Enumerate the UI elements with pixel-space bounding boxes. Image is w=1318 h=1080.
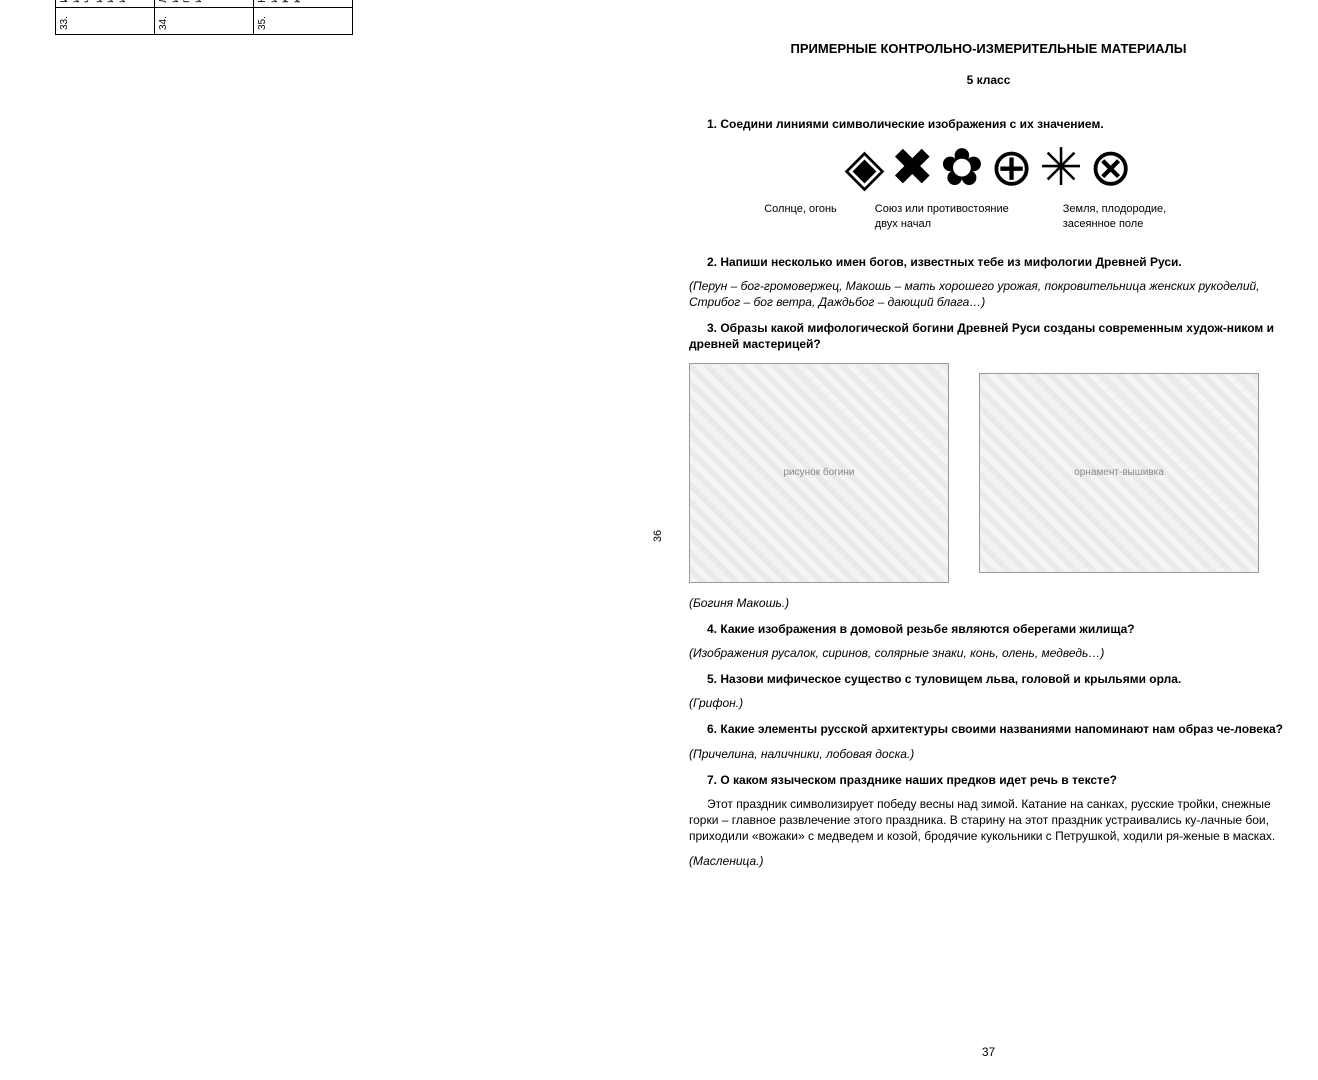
task-4-answer: (Изображения русалок, сиринов, солярные … <box>689 645 1288 661</box>
page-subtitle: 5 класс <box>689 72 1288 88</box>
right-page: ПРИМЕРНЫЕ КОНТРОЛЬНО-ИЗМЕРИТЕЛЬНЫЕ МАТЕР… <box>659 0 1318 1080</box>
task-1-text: 1. Соедини линиями символические изображ… <box>707 117 1104 131</box>
table-row: 34.Личность ху-дожника и мир его времени… <box>155 0 254 35</box>
symbol-1: ◈ <box>845 142 885 194</box>
goddess-image: рисунок богини <box>689 363 949 583</box>
cell-topic: История искус-ства и история человечеств… <box>56 0 155 7</box>
label-c: Земля, плодородие, засеянное поле <box>1063 202 1213 232</box>
symbol-2: ✖ <box>891 142 935 194</box>
label-b: Союз или противостояние двух начал <box>875 202 1025 232</box>
task-4-text: 4. Какие изображения в домовой резьбе яв… <box>707 622 1135 636</box>
task-2: 2. Напиши несколько имен богов, известны… <box>689 254 1288 270</box>
cell-num: 33. <box>56 7 155 34</box>
task-3-images: рисунок богини орнамент-вышивка <box>689 363 1288 583</box>
page-number: 37 <box>659 1044 1318 1060</box>
task-3: 3. Образы какой мифологической богини Др… <box>689 320 1288 352</box>
page-title: ПРИМЕРНЫЕ КОНТРОЛЬНО-ИЗМЕРИТЕЛЬНЫЕ МАТЕР… <box>689 40 1288 58</box>
label-a: Солнце, огонь <box>764 202 837 232</box>
task-6-answer: (Причелина, наличники, лобовая доска.) <box>689 746 1288 762</box>
task-5-text: 5. Назови мифическое существо с туловище… <box>707 672 1181 686</box>
cell-topic: Личность ху-дожника и мир его времени в … <box>155 0 254 7</box>
left-page: 33.История искус-ства и история человече… <box>0 0 659 1080</box>
symbol-3: ✿ <box>940 142 984 194</box>
task-3-text: 3. Образы какой мифологической богини Др… <box>689 321 1274 351</box>
task-1: 1. Соедини линиями символические изображ… <box>689 116 1288 132</box>
symbols-row: ◈ ✖ ✿ ⊕ ✳ ⊗ <box>689 142 1288 194</box>
task-7-text: 7. О каком языческом празднике наших пре… <box>707 773 1117 787</box>
lesson-table-wrapper: 33.История искус-ства и история человече… <box>55 0 353 35</box>
symbol-labels: Солнце, огонь Союз или противостояние дв… <box>689 202 1288 232</box>
task-7-body: Этот праздник символизирует победу весны… <box>689 796 1288 845</box>
symbol-4: ⊕ <box>990 142 1034 194</box>
lesson-table: 33.История искус-ства и история человече… <box>55 0 353 35</box>
task-7: 7. О каком языческом празднике наших пре… <box>689 772 1288 788</box>
task-7-answer: (Масленица.) <box>689 853 1288 869</box>
task-5-answer: (Грифон.) <box>689 695 1288 711</box>
symbol-6: ⊗ <box>1089 142 1133 194</box>
task-3-answer: (Богиня Макошь.) <box>689 595 1288 611</box>
cell-topic: Крупнейшие музеи изобра-зительного ис-ку… <box>254 0 353 7</box>
cell-num: 35. <box>254 7 353 34</box>
table-row: 35.Крупнейшие музеи изобра-зительного ис… <box>254 0 353 35</box>
task-6: 6. Какие элементы русской архитектуры св… <box>689 721 1288 737</box>
task-2-text: 2. Напиши несколько имен богов, известны… <box>707 255 1182 269</box>
cell-num: 34. <box>155 7 254 34</box>
symbol-5: ✳ <box>1039 142 1083 194</box>
pattern-image: орнамент-вышивка <box>979 373 1259 573</box>
task-2-answer: (Перун – бог-громовержец, Макошь – мать … <box>689 278 1288 310</box>
task-6-text: 6. Какие элементы русской архитектуры св… <box>707 722 1283 736</box>
task-4: 4. Какие изображения в домовой резьбе яв… <box>689 621 1288 637</box>
task-5: 5. Назови мифическое существо с туловище… <box>689 671 1288 687</box>
table-row: 33.История искус-ства и история человече… <box>56 0 155 35</box>
